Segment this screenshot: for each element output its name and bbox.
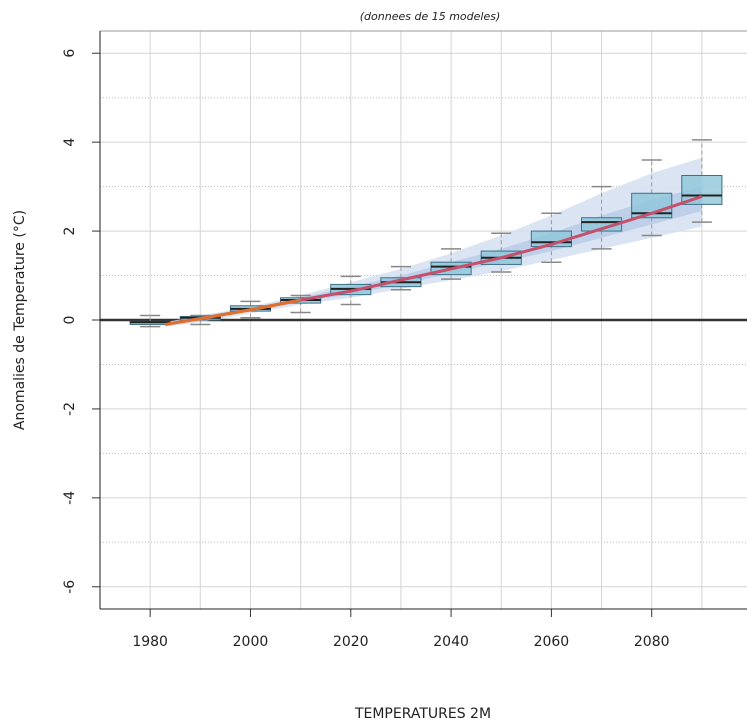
x-tick-label: 2060 (534, 634, 570, 650)
y-tick-label: -6 (62, 580, 78, 594)
x-tick-label: 1980 (132, 634, 168, 650)
chart-title: (donnees de 15 modeles) (360, 10, 501, 23)
y-axis-label: Anomalies de Temperature (°C) (12, 210, 28, 430)
x-tick-label: 2020 (333, 634, 369, 650)
line (164, 298, 301, 326)
y-tick-label: 0 (62, 316, 78, 325)
box (580, 217, 623, 232)
x-axis-label: TEMPERATURES 2M (354, 706, 491, 722)
y-tick-label: 6 (62, 49, 78, 58)
x-tick-label: 2000 (233, 634, 269, 650)
y-tick-label: -4 (62, 491, 78, 505)
y-tick-label: 2 (62, 227, 78, 236)
y-tick-label: -2 (62, 402, 78, 416)
y-tick-label: 4 (62, 138, 78, 147)
x-tick-label: 2080 (634, 634, 670, 650)
x-tick-label: 2040 (433, 634, 469, 650)
band (165, 157, 702, 327)
